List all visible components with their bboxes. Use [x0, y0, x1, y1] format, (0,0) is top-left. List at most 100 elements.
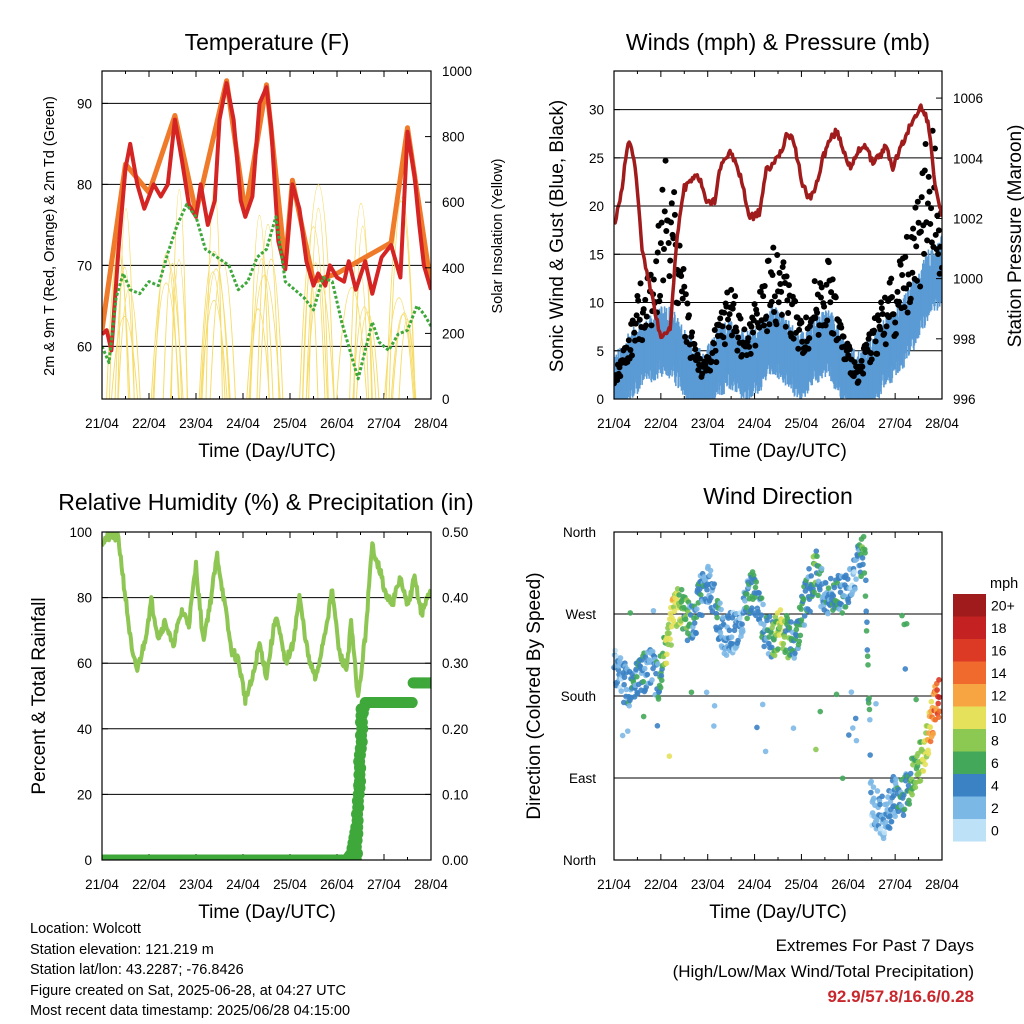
- gust-point: [725, 324, 732, 331]
- gust-point: [829, 276, 836, 283]
- humidity-xlabel: Time (Day/UTC): [198, 902, 336, 923]
- direction-point: [865, 700, 872, 706]
- solar-curve: [198, 251, 230, 399]
- direction-point: [808, 573, 815, 579]
- direction-point: [888, 818, 895, 825]
- gust-point: [883, 323, 890, 330]
- colorbar-swatch: [953, 639, 986, 662]
- gust-point: [878, 299, 885, 306]
- direction-point: [887, 813, 893, 819]
- colorbar-label: 10: [991, 710, 1007, 726]
- direction-point: [936, 677, 942, 683]
- direction-point: [780, 640, 787, 647]
- solar-curve: [256, 223, 280, 399]
- winds-y2label: Station Pressure (Maroon): [1005, 125, 1024, 348]
- solar-curve: [385, 200, 416, 399]
- gust-point: [904, 309, 911, 316]
- gust-point: [765, 257, 772, 264]
- winds-ylabel: Sonic Wind & Gust (Blue, Black): [547, 100, 568, 372]
- colorbar-title: mph: [990, 576, 1018, 592]
- x-tick-label: 24/04: [738, 877, 772, 892]
- gust-point: [814, 309, 821, 316]
- gust-point: [890, 311, 897, 318]
- direction-point: [870, 784, 877, 790]
- gust-point: [617, 373, 624, 380]
- direction-point: [731, 627, 738, 634]
- direction-point: [881, 829, 888, 836]
- gust-point: [894, 288, 901, 295]
- gust-point: [914, 198, 921, 205]
- pressure-line: [614, 103, 942, 340]
- direction-point: [882, 819, 889, 826]
- gust-point: [734, 347, 741, 354]
- station-elevation: Station elevation: 121.219 m: [30, 941, 214, 958]
- x-tick-label: 28/04: [925, 877, 959, 892]
- y-tick-label: 80: [77, 591, 92, 606]
- direction-point: [859, 555, 866, 561]
- gust-point: [654, 249, 661, 256]
- figure-created: Figure created on Sat, 2025-06-28, at 04…: [30, 982, 346, 999]
- y2-tick-label: 0: [442, 392, 450, 407]
- direction-point: [668, 642, 674, 648]
- gust-point: [878, 305, 885, 312]
- x-tick-label: 28/04: [925, 416, 959, 431]
- gust-point: [939, 264, 942, 271]
- colorbar-label: 16: [991, 643, 1007, 659]
- x-tick-label: 27/04: [878, 877, 912, 892]
- direction-point: [718, 606, 724, 613]
- gust-point: [650, 276, 657, 283]
- colorbar-swatch: [953, 594, 986, 617]
- humidity-panel: 21/04 22/04 23/04 24/04 25/04 26/04 27/04 28/04…: [69, 525, 468, 892]
- direction-point: [853, 576, 859, 582]
- gust-point: [745, 335, 752, 342]
- direction-point: [705, 563, 711, 570]
- direction-point: [873, 700, 879, 707]
- gust-point: [658, 219, 665, 226]
- gust-point: [741, 326, 748, 333]
- colorbar-swatch: [953, 684, 986, 707]
- direction-point: [850, 725, 856, 731]
- direction-point: [657, 684, 664, 691]
- gust-point: [720, 334, 727, 341]
- direction-point: [861, 570, 868, 576]
- gust-point: [682, 291, 689, 298]
- gust-point: [799, 338, 806, 345]
- solar-curve: [117, 287, 141, 399]
- y-tick-label: 100: [69, 525, 92, 540]
- gust-point: [803, 314, 810, 321]
- gust-point: [616, 364, 623, 371]
- direction-point: [691, 620, 698, 626]
- gust-point: [752, 342, 759, 349]
- direction-point: [711, 703, 718, 709]
- gust-point: [761, 282, 768, 289]
- gust-point: [725, 316, 732, 323]
- y-tick-label: 10: [589, 296, 604, 311]
- gust-point: [721, 309, 728, 316]
- direction-point: [726, 627, 733, 634]
- colorbar-swatch: [953, 729, 986, 752]
- gust-point: [871, 327, 878, 334]
- wind-series: [614, 103, 942, 399]
- gust-point: [879, 310, 886, 317]
- direction-point: [704, 586, 710, 593]
- gust-point: [874, 350, 881, 357]
- plot-frame: [101, 70, 432, 400]
- gust-point: [817, 294, 824, 301]
- direction-point: [750, 572, 757, 579]
- gust-point: [821, 303, 828, 310]
- y2-tick-label: 1002: [953, 211, 983, 226]
- x-tick-label: 26/04: [320, 416, 354, 431]
- direction-point: [725, 615, 732, 621]
- humidity-title: Relative Humidity (%) & Precipitation (i…: [58, 489, 473, 515]
- direction-point: [743, 604, 750, 611]
- gust-point: [680, 266, 687, 273]
- direction-point: [798, 606, 804, 612]
- gust-point: [719, 323, 726, 330]
- gust-point: [739, 352, 746, 359]
- gust-point: [779, 264, 786, 271]
- direction-point: [641, 665, 648, 672]
- solar-curve: [336, 287, 368, 399]
- gust-point: [805, 345, 812, 352]
- y2-tick-label: 1000: [442, 64, 472, 79]
- gust-point: [921, 250, 928, 257]
